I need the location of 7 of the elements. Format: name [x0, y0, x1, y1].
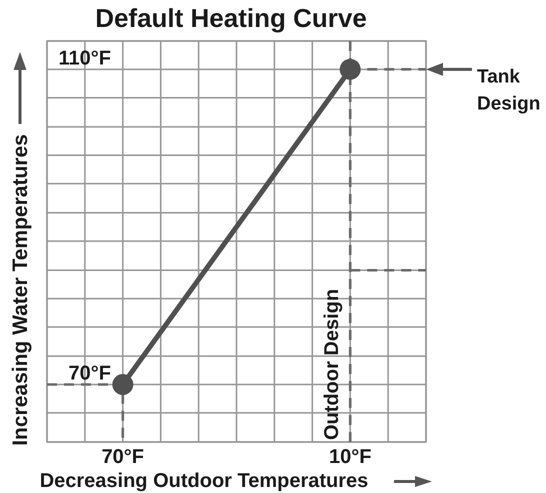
y-axis-title: Increasing Water Temperatures	[9, 134, 32, 446]
x-tick-label: 10°F	[328, 446, 372, 468]
ref-line-label: Outdoor Design	[321, 288, 344, 440]
y-tick-label: 110°F	[58, 47, 111, 70]
chart-title: Default Heating Curve	[95, 3, 367, 33]
annotation: Tank Design	[477, 66, 540, 114]
x-axis-title: Decreasing Outdoor Temperatures	[40, 470, 368, 492]
